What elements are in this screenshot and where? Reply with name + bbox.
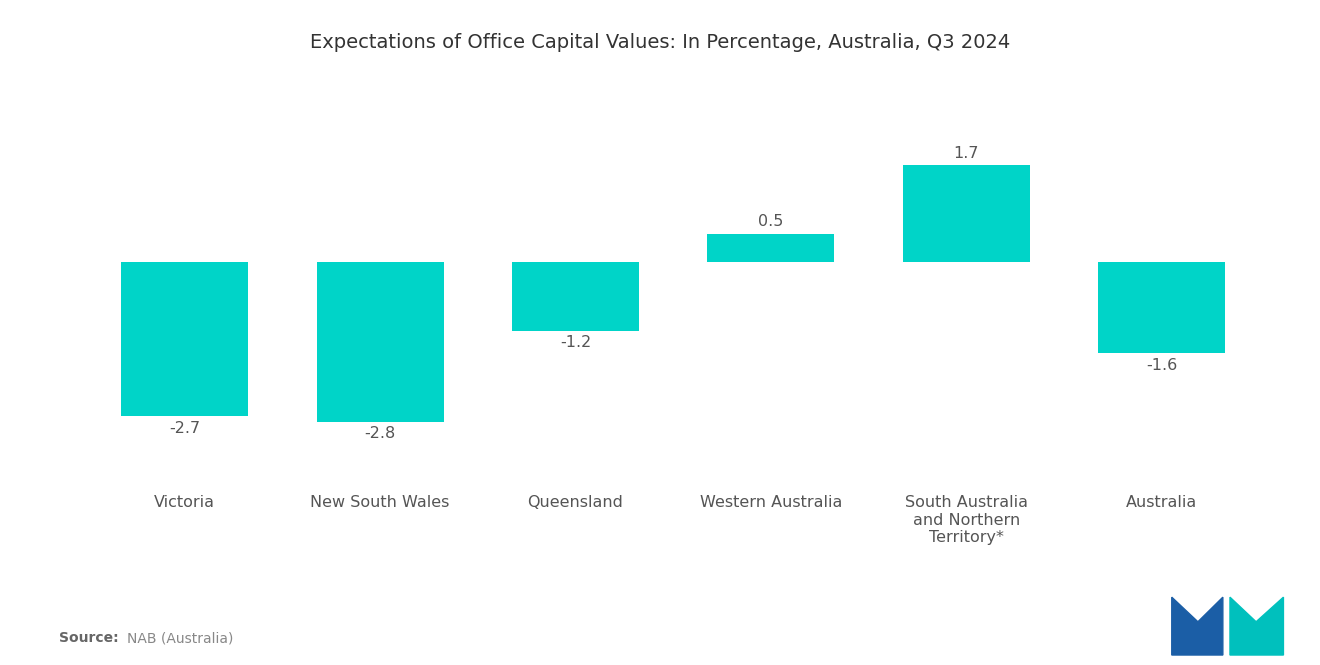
Text: -1.6: -1.6 bbox=[1146, 358, 1177, 373]
Text: 0.5: 0.5 bbox=[758, 214, 784, 229]
Text: Source:: Source: bbox=[59, 631, 119, 645]
Text: -1.2: -1.2 bbox=[560, 335, 591, 350]
Text: -2.7: -2.7 bbox=[169, 421, 201, 436]
Polygon shape bbox=[1230, 597, 1283, 655]
Bar bbox=[317, 262, 444, 422]
Bar bbox=[1098, 262, 1225, 353]
Bar bbox=[708, 233, 834, 262]
Bar bbox=[512, 262, 639, 331]
Text: NAB (Australia): NAB (Australia) bbox=[127, 631, 234, 645]
Text: Expectations of Office Capital Values: In Percentage, Australia, Q3 2024: Expectations of Office Capital Values: I… bbox=[310, 33, 1010, 53]
Bar bbox=[903, 166, 1030, 262]
Text: -2.8: -2.8 bbox=[364, 426, 396, 442]
Bar bbox=[121, 262, 248, 416]
Polygon shape bbox=[1172, 597, 1222, 655]
Text: 1.7: 1.7 bbox=[953, 146, 979, 161]
